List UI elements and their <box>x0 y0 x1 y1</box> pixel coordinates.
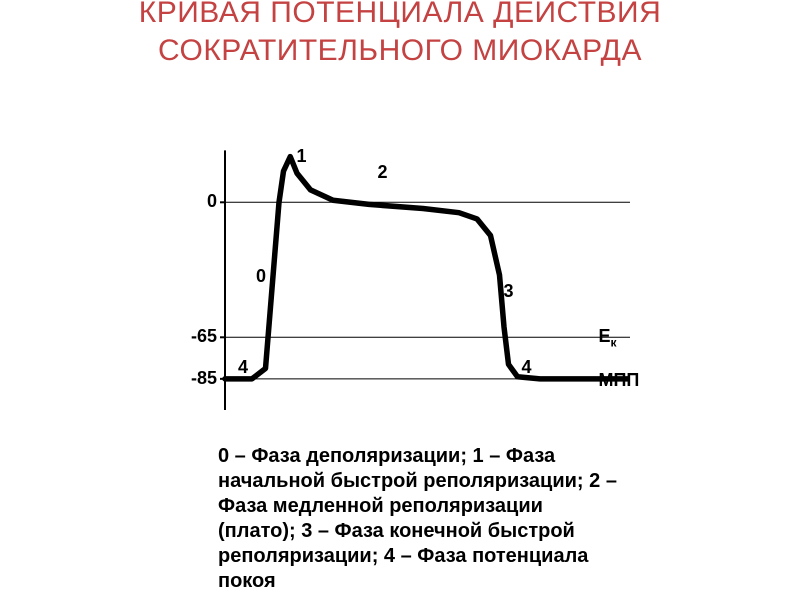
phase-label: 4 <box>238 357 248 378</box>
right-label: Ек <box>599 326 617 350</box>
phase-label: 3 <box>504 281 514 302</box>
ap-curve <box>225 157 630 379</box>
phase-label: 4 <box>522 357 532 378</box>
ytick-label: -85 <box>183 368 217 389</box>
ytick-label: -65 <box>183 326 217 347</box>
phase-label: 0 <box>256 266 266 287</box>
ytick-label: 0 <box>183 191 217 212</box>
page-title: КРИВАЯ ПОТЕНЦИАЛА ДЕЙСТВИЯ СОКРАТИТЕЛЬНО… <box>0 0 800 69</box>
action-potential-chart: 0-65-85ЕкМПП120344 <box>180 140 630 410</box>
phase-label: 1 <box>297 146 307 167</box>
phase-label: 2 <box>378 162 388 183</box>
right-label: МПП <box>599 370 640 391</box>
legend-text: 0 – Фаза деполяризации; 1 – Фаза начальн… <box>218 444 618 594</box>
